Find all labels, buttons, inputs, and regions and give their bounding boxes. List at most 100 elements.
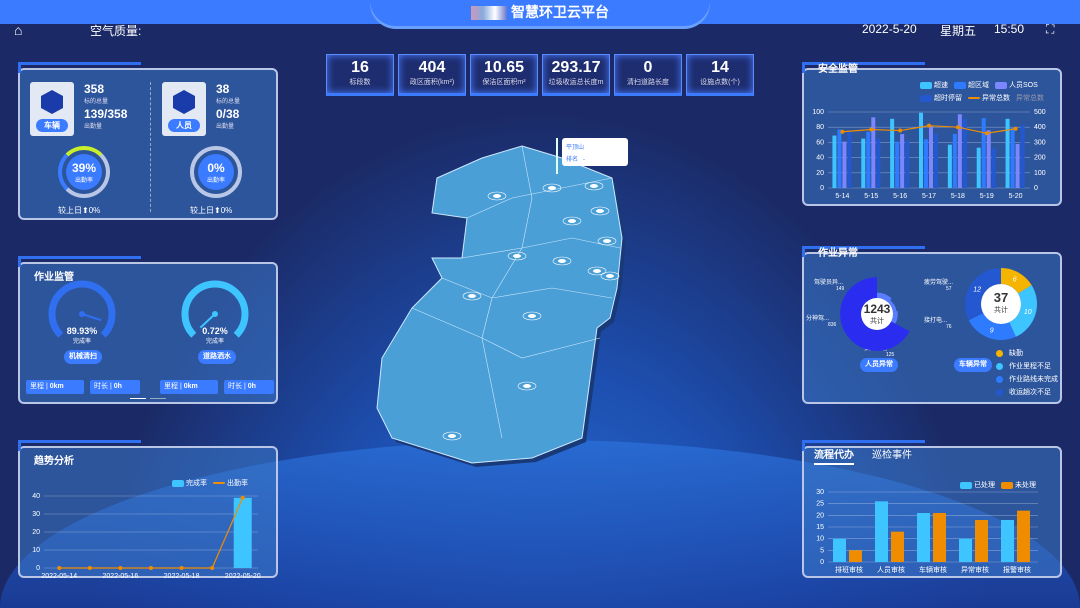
x-tick-label: 排班审核 [835,565,863,574]
person-compare: 较上日⬆0% [190,206,233,215]
bar-超区域 [837,129,842,188]
legend-item[interactable]: 收运趟次不足 [996,386,1058,399]
map-point-ring [590,206,610,216]
legend-item[interactable]: 完成率 [172,478,207,488]
y-tick-label: 15 [816,524,824,531]
bar-人员SOS [871,117,876,188]
person-card[interactable]: 人员 [162,82,206,136]
point-异常总数 [840,129,845,134]
legend-item[interactable]: 作业里程不足 [996,360,1058,373]
district-map[interactable] [372,138,632,468]
legend-item[interactable]: 人员SOS [995,80,1038,90]
vehicle-total: 358 [84,82,105,96]
map-point-ring [517,381,537,391]
mileage-sweep: 里程 | 0km [26,380,84,394]
y-tick-label: 0 [820,559,824,566]
x-tick-label: 5-18 [951,193,965,200]
map-region[interactable] [376,145,623,464]
legend-item[interactable]: 超区域 [954,80,989,90]
point-异常总数 [984,131,989,136]
stat-value: 0 [643,59,653,76]
map-point-ring [597,236,617,246]
bar-超时停留 [1020,124,1025,188]
gauge-needle [81,313,102,322]
x-tick-label: 报警审核 [1003,565,1031,574]
bar-超区域 [895,141,900,188]
bar-超速 [919,112,923,188]
vehicle-rate-ring: 39% 出勤率 [58,146,110,198]
person-rate-ring: 0% 出勤率 [190,146,242,198]
x-tick-label: 5-14 [835,193,849,200]
vehicle-anomaly-slice [968,313,1016,340]
gauge-tag-sweep[interactable]: 机械清扫 [64,350,102,364]
legend-item[interactable]: 缺勤 [996,347,1058,360]
bar-超时停留 [905,140,910,188]
duration-label: 时长 [228,383,242,390]
y-tick-label: 40 [32,493,40,500]
legend-item[interactable]: 作业路线未完成 [996,373,1058,386]
y-tick-label: 10 [816,536,824,543]
legend-item[interactable]: 出勤率 [213,478,248,488]
tab-inspection[interactable]: 巡检事件 [872,450,912,461]
vehicle-anomaly-slice [965,268,1001,321]
vehicle-anomaly-tag[interactable]: 车辆异常 [954,358,992,372]
map-point [558,259,566,263]
gauge-label: 完成率 [206,337,224,345]
tooltip-rank: - [583,157,586,163]
person-tag: 人员 [168,119,200,132]
person-anomaly-value: 76 [946,324,952,330]
title-text: 智慧环卫云平台 [511,4,609,20]
date: 2022-5-20 [862,22,917,36]
tooltip-title: 平顶山 [566,145,585,151]
y2-tick-label: 400 [1034,124,1046,131]
x-tick-label: 5-19 [980,193,994,200]
vehicle-card[interactable]: 车辆 [30,82,74,136]
bar-已处理 [917,513,930,562]
vehicle-anomaly-center [981,284,1021,324]
map-point-ring [587,266,607,276]
map-point [468,294,476,298]
home-icon[interactable]: ⌂ [14,22,23,38]
gauge-tag-water[interactable]: 道路洒水 [198,350,236,364]
person-anomaly-tag[interactable]: 人员异常 [860,358,898,372]
stat-label: 标段数 [349,79,371,86]
x-tick-label: 5-16 [893,193,907,200]
fullscreen-icon[interactable]: ⛶ [1046,22,1055,36]
bar-超区域 [981,118,986,188]
bar-未处理 [933,513,946,562]
legend-item[interactable]: 未处理 [1001,480,1036,490]
work-title: 作业监管 [34,272,74,283]
vehicle-total-label: 标的总量 [84,99,109,105]
page-dot-active[interactable] [130,398,146,399]
vehicle-rate-label: 出勤率 [74,178,93,184]
legend-item[interactable]: 异常总数 [968,93,1010,103]
stat-card: 293.17 垃圾收运总长度m [542,54,610,96]
legend-item[interactable]: 超时停留 [920,93,962,103]
y-tick-label: 100 [812,109,824,116]
page-dot[interactable] [150,398,166,399]
person-total-label: 标的总量 [216,99,241,105]
duration-label: 时长 [94,383,108,390]
map-point [593,269,601,273]
bar-已处理 [833,538,846,562]
anomaly-title: 作业异常 [818,248,858,259]
point-异常总数 [898,128,903,133]
bar-人员SOS [900,134,905,188]
legend-item[interactable]: 超速 [920,80,948,90]
person-anomaly-slice [891,310,898,324]
legend-item[interactable]: 已处理 [960,480,995,490]
tab-flow[interactable]: 流程代办 [814,446,854,465]
trend-chart: 0 10 20 30 40 2022-05-14 2022-05-16 2022-05-18 2… [32,493,261,578]
bar-超速 [890,118,895,188]
person-anomaly-total: 1243 [863,302,891,316]
map-point [596,209,604,213]
tooltip-rank-label: 排名 [566,157,579,163]
map-tooltip: 平顶山排名 - [562,138,628,166]
map-point-ring [522,311,542,321]
vehicle-compare: 较上日⬆0% [58,206,101,215]
bar-未处理 [975,520,988,562]
gauge-arc [181,280,249,338]
person-anomaly-value: 125 [886,352,895,358]
bar-未处理 [891,531,904,562]
duration-sweep: 时长 | 0h [90,380,140,394]
